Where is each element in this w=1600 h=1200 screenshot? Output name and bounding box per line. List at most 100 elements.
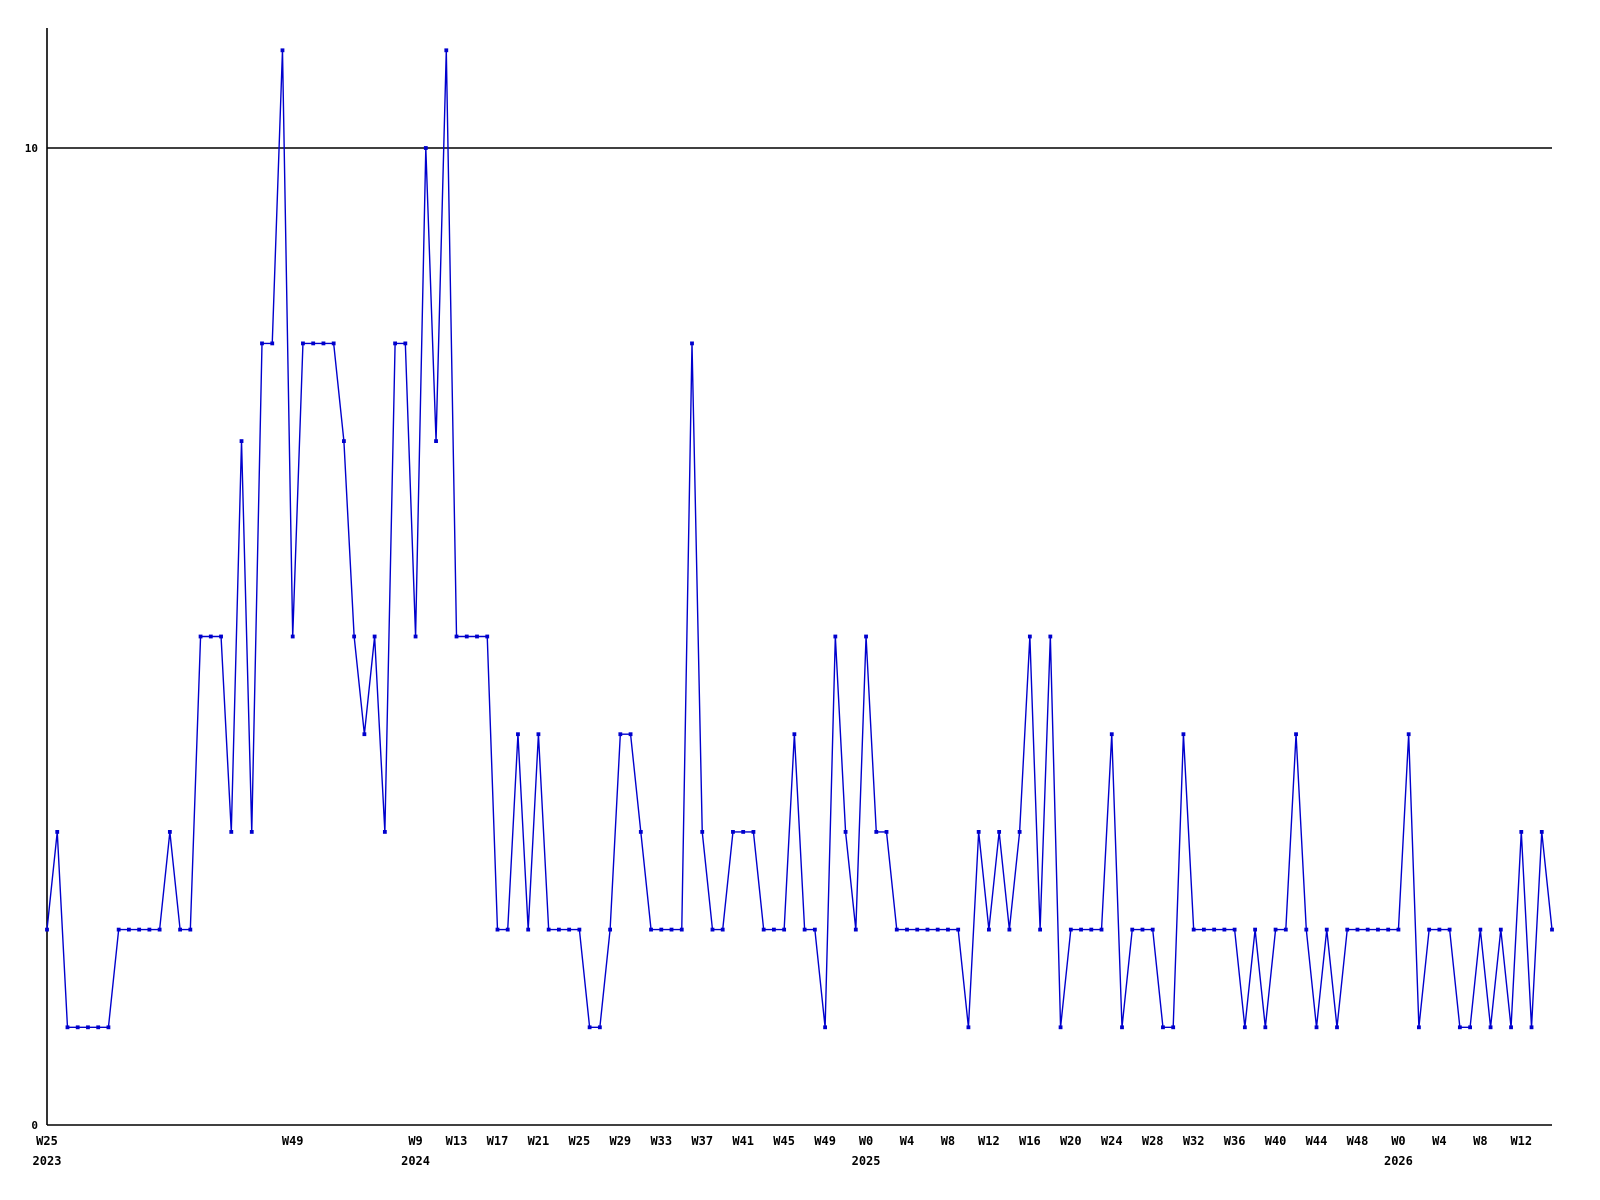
x-tick-label-W12-16: W12: [978, 1134, 1000, 1148]
x-tick-label-W25-0: W25: [36, 1134, 58, 1148]
x-tick-label-W37-9: W37: [691, 1134, 714, 1148]
data-point: [96, 1025, 101, 1030]
data-point: [1283, 927, 1288, 932]
x-tick-year-2024: 2024: [401, 1154, 431, 1168]
data-point: [997, 830, 1002, 834]
data-point: [239, 439, 244, 443]
y-tick-label-10: 10: [24, 142, 38, 155]
data-point: [464, 634, 469, 639]
data-point: [1171, 1025, 1176, 1030]
x-tick-label-W49-1: W49: [281, 1134, 304, 1148]
data-point: [608, 927, 612, 932]
data-point: [1294, 732, 1298, 737]
x-tick-label-W8-15: W8: [940, 1134, 956, 1148]
data-point: [1232, 927, 1237, 932]
data-point: [1140, 927, 1145, 932]
data-point: [1202, 927, 1206, 932]
data-point: [1478, 927, 1483, 932]
x-tick-label-W29-7: W29: [609, 1134, 632, 1148]
x-tick-label-W12-29: W12: [1510, 1134, 1533, 1148]
data-point: [423, 146, 428, 150]
data-point: [690, 341, 694, 346]
data-point: [915, 927, 920, 932]
data-point: [362, 732, 367, 737]
data-point: [1120, 1025, 1124, 1030]
data-point: [597, 1025, 602, 1030]
data-point: [884, 830, 889, 834]
y-tick-label-0: 0: [31, 1119, 38, 1132]
data-point: [577, 927, 582, 932]
data-point: [403, 341, 408, 346]
x-tick-year-2023: 2023: [32, 1154, 62, 1168]
data-point: [321, 341, 326, 346]
data-point: [966, 1025, 971, 1030]
data-point: [1396, 927, 1401, 932]
data-point: [546, 927, 551, 932]
data-point: [638, 830, 643, 834]
x-tick-label-W20-18: W20: [1059, 1134, 1082, 1148]
data-point: [1150, 927, 1155, 932]
x-tick-label-W16-17: W16: [1019, 1134, 1041, 1148]
data-point: [905, 927, 909, 932]
data-point: [290, 634, 295, 639]
data-point: [1130, 927, 1135, 932]
data-point: [659, 927, 664, 932]
data-point: [1427, 927, 1432, 932]
data-point: [106, 1025, 111, 1030]
data-point: [802, 927, 807, 932]
data-point: [935, 927, 940, 932]
data-point: [526, 927, 531, 932]
data-point: [301, 341, 305, 346]
data-point: [454, 634, 459, 639]
data-point: [1314, 1025, 1319, 1030]
x-tick-label-W45-11: W45: [773, 1134, 795, 1148]
data-point: [1304, 927, 1309, 932]
data-point: [894, 927, 899, 932]
data-point: [1212, 927, 1217, 932]
data-point: [741, 830, 746, 834]
x-tick-label-W36-22: W36: [1223, 1134, 1246, 1148]
x-tick-label-W33-8: W33: [650, 1134, 673, 1148]
data-point: [198, 634, 203, 639]
x-tick-year-2025: 2025: [851, 1154, 881, 1168]
data-point: [178, 927, 182, 932]
data-point: [1089, 927, 1094, 932]
data-point: [1417, 1025, 1421, 1030]
data-point: [1498, 927, 1503, 932]
data-point: [372, 634, 377, 639]
data-point: [137, 927, 142, 932]
x-tick-label-W21-5: W21: [527, 1134, 550, 1148]
x-tick-label-W44-24: W44: [1305, 1134, 1328, 1148]
data-point: [1109, 732, 1114, 737]
data-point: [342, 439, 346, 443]
data-point: [1457, 1025, 1462, 1030]
data-point: [157, 927, 162, 932]
data-point: [1376, 927, 1380, 932]
data-point: [823, 1025, 827, 1030]
data-point: [1161, 1025, 1165, 1030]
data-point: [505, 927, 510, 932]
data-point: [208, 634, 213, 639]
data-point: [874, 830, 879, 834]
data-point: [761, 927, 766, 932]
data-point: [628, 732, 633, 737]
x-tick-label-W0-13: W0: [858, 1134, 874, 1148]
data-point: [1355, 927, 1360, 932]
data-point: [45, 927, 49, 932]
data-point: [1079, 927, 1083, 932]
x-tick-label-W49-12: W49: [814, 1134, 836, 1148]
data-point: [1509, 1025, 1513, 1030]
data-point: [1345, 927, 1350, 932]
x-tick-label-W41-10: W41: [732, 1134, 755, 1148]
x-tick-label-W17-4: W17: [486, 1134, 509, 1148]
data-point: [731, 830, 735, 834]
data-point: [413, 634, 418, 639]
data-point: [1181, 732, 1186, 737]
data-point: [557, 927, 561, 932]
data-point: [516, 732, 520, 737]
x-tick-label-W8-28: W8: [1473, 1134, 1488, 1148]
data-point: [1488, 1025, 1493, 1030]
data-point: [843, 830, 848, 834]
